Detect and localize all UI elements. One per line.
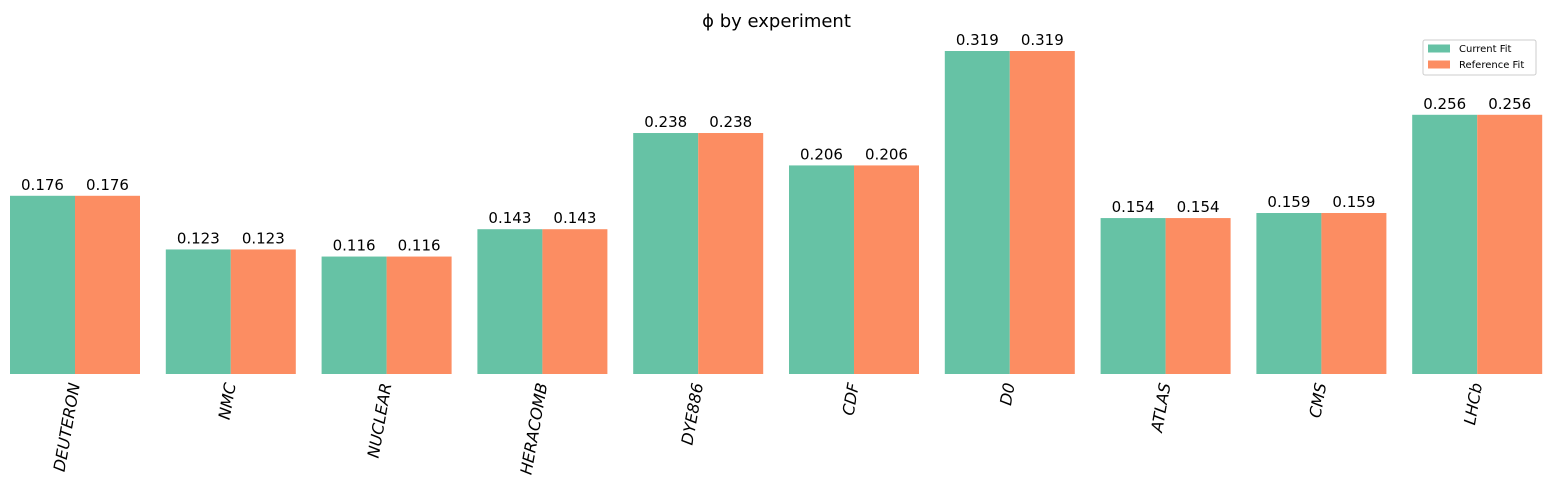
data-label-current-fit-nuclear: 0.116: [333, 237, 376, 255]
bar-reference-fit-cms: [1321, 213, 1387, 374]
x-tick-label-dye886: DYE886: [678, 381, 708, 446]
legend-frame: [1422, 39, 1537, 76]
bar-current-fit-lhcb: [1412, 114, 1478, 374]
legend: Current Fit Reference Fit: [1422, 39, 1537, 76]
x-tick-label-nmc: NMC: [215, 381, 240, 421]
data-label-current-fit-d0: 0.319: [956, 31, 999, 49]
bar-reference-fit-lhcb: [1477, 114, 1543, 374]
data-label-current-fit-atlas: 0.154: [1112, 198, 1155, 216]
data-label-reference-fit-d0: 0.319: [1021, 31, 1064, 49]
data-label-current-fit-cms: 0.159: [1267, 193, 1310, 211]
bar-current-fit-heracomb: [477, 229, 543, 374]
legend-label-current-fit: Current Fit: [1459, 44, 1512, 55]
data-label-reference-fit-heracomb: 0.143: [553, 209, 596, 227]
bar-reference-fit-cdf: [854, 165, 919, 374]
x-tick-label-atlas: ATLAS: [1147, 381, 1174, 434]
x-tick-label-heracomb: HERACOMB: [517, 381, 552, 476]
legend-swatch-current-fit: [1428, 44, 1450, 53]
data-label-reference-fit-atlas: 0.154: [1177, 198, 1220, 216]
chart-title: ϕ by experiment: [702, 11, 851, 32]
x-tick-label-d0: D0: [996, 381, 1019, 406]
data-label-reference-fit-nmc: 0.123: [242, 229, 285, 247]
data-label-reference-fit-dye886: 0.238: [709, 113, 752, 131]
data-label-reference-fit-lhcb: 0.256: [1488, 95, 1531, 113]
x-tick-label-deuteron: DEUTERON: [50, 381, 84, 473]
bar-current-fit-atlas: [1100, 218, 1166, 374]
bar-reference-fit-d0: [1009, 51, 1075, 374]
bar-reference-fit-atlas: [1165, 218, 1231, 374]
data-label-reference-fit-cms: 0.159: [1332, 193, 1375, 211]
bars-layer: [10, 51, 1543, 374]
data-label-reference-fit-deuteron: 0.176: [86, 176, 129, 194]
bar-current-fit-nmc: [165, 249, 231, 374]
bar-current-fit-d0: [944, 51, 1010, 374]
bar-current-fit-dye886: [633, 133, 699, 374]
x-tick-label-cms: CMS: [1306, 381, 1331, 419]
data-label-current-fit-nmc: 0.123: [177, 229, 220, 247]
data-label-current-fit-heracomb: 0.143: [488, 209, 531, 227]
data-label-reference-fit-nuclear: 0.116: [398, 237, 441, 255]
data-label-current-fit-deuteron: 0.176: [21, 176, 64, 194]
legend-swatch-reference-fit: [1428, 60, 1450, 69]
bar-reference-fit-deuteron: [75, 195, 140, 374]
data-label-current-fit-lhcb: 0.256: [1423, 95, 1466, 113]
bar-reference-fit-dye886: [698, 133, 764, 374]
data-label-current-fit-cdf: 0.206: [800, 145, 843, 163]
bar-reference-fit-heracomb: [542, 229, 608, 374]
x-tick-label-cdf: CDF: [839, 381, 864, 417]
bar-current-fit-cdf: [789, 165, 854, 374]
x-tick-label-nuclear: NUCLEAR: [364, 381, 396, 459]
data-labels-layer: 0.176 0.176 0.123 0.123 0.116 0.116 0.143 0.143…: [21, 31, 1531, 255]
bar-current-fit-nuclear: [321, 256, 387, 374]
bar-current-fit-deuteron: [10, 195, 75, 374]
data-label-current-fit-dye886: 0.238: [644, 113, 687, 131]
x-tick-label-lhcb: LHCb: [1460, 381, 1486, 426]
bar-current-fit-cms: [1256, 213, 1322, 374]
data-label-reference-fit-cdf: 0.206: [865, 145, 908, 163]
legend-label-reference-fit: Reference Fit: [1459, 60, 1524, 71]
x-tick-labels-layer: DEUTERON NMC NUCLEAR HERACOMB DYE886 CDF D0 ATL…: [50, 381, 1486, 476]
bar-reference-fit-nuclear: [386, 256, 452, 374]
bar-reference-fit-nmc: [230, 249, 296, 374]
